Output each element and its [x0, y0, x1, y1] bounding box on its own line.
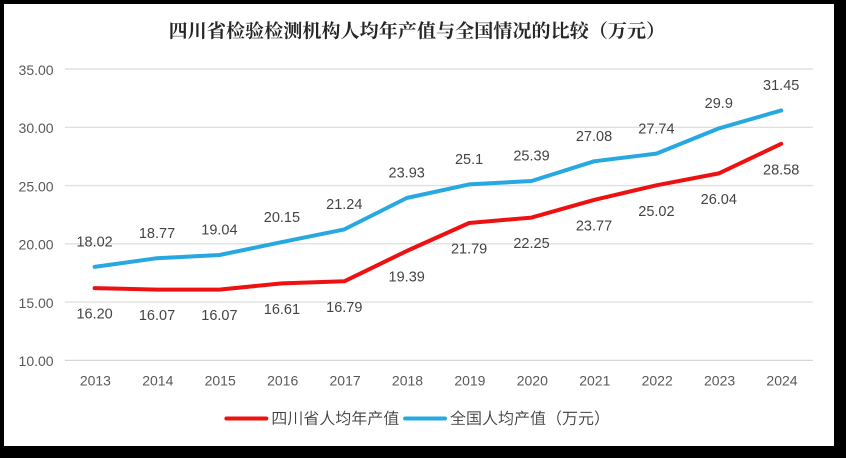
svg-text:16.07: 16.07: [201, 308, 237, 324]
svg-text:2015: 2015: [205, 373, 236, 389]
svg-text:26.04: 26.04: [701, 192, 737, 208]
svg-text:18.77: 18.77: [139, 226, 175, 242]
svg-text:29.9: 29.9: [705, 96, 733, 112]
svg-text:2014: 2014: [142, 373, 173, 389]
svg-text:19.04: 19.04: [201, 223, 237, 239]
svg-text:2022: 2022: [642, 373, 673, 389]
svg-text:21.79: 21.79: [451, 242, 487, 258]
svg-text:22.25: 22.25: [513, 236, 549, 252]
svg-text:27.08: 27.08: [576, 129, 612, 145]
svg-text:27.74: 27.74: [638, 121, 674, 137]
svg-text:31.45: 31.45: [763, 78, 799, 94]
svg-text:25.39: 25.39: [513, 149, 549, 165]
svg-text:30.00: 30.00: [19, 120, 54, 136]
svg-text:25.1: 25.1: [455, 152, 483, 168]
svg-text:2016: 2016: [267, 373, 298, 389]
svg-text:20.15: 20.15: [264, 210, 300, 226]
svg-text:2023: 2023: [704, 373, 735, 389]
svg-text:2021: 2021: [579, 373, 610, 389]
svg-text:2018: 2018: [392, 373, 423, 389]
svg-text:21.24: 21.24: [326, 197, 362, 213]
svg-text:2017: 2017: [330, 373, 361, 389]
svg-text:18.02: 18.02: [76, 235, 112, 251]
svg-text:19.39: 19.39: [389, 270, 425, 286]
svg-text:2013: 2013: [80, 373, 111, 389]
svg-text:23.77: 23.77: [576, 218, 612, 234]
svg-text:16.61: 16.61: [264, 302, 300, 318]
svg-text:25.00: 25.00: [19, 178, 54, 194]
svg-text:23.93: 23.93: [389, 166, 425, 182]
svg-text:2020: 2020: [517, 373, 548, 389]
svg-text:20.00: 20.00: [19, 237, 54, 253]
svg-text:35.00: 35.00: [19, 62, 54, 78]
svg-text:2019: 2019: [454, 373, 485, 389]
svg-text:25.02: 25.02: [638, 204, 674, 220]
svg-text:28.58: 28.58: [763, 162, 799, 178]
svg-text:16.20: 16.20: [76, 307, 112, 323]
svg-text:2024: 2024: [766, 373, 797, 389]
svg-text:10.00: 10.00: [19, 353, 54, 369]
svg-text:15.00: 15.00: [19, 295, 54, 311]
svg-text:16.07: 16.07: [139, 308, 175, 324]
svg-text:16.79: 16.79: [326, 300, 362, 316]
